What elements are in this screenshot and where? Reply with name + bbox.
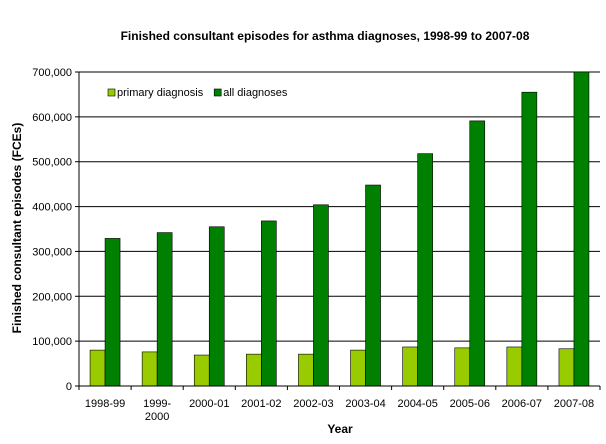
- x-tick-label: 1998-99: [85, 398, 125, 410]
- legend-label: all diagnoses: [223, 87, 288, 99]
- bar-all-diagnoses: [521, 91, 538, 387]
- y-tick-label: 400,000: [32, 202, 72, 214]
- bar-primary-diagnosis: [558, 348, 575, 387]
- y-tick-label: 0: [66, 381, 72, 393]
- legend-swatch: [107, 88, 116, 97]
- bar-primary-diagnosis: [506, 346, 523, 387]
- x-tick-labels: 1998-99 1999-2000 2000-01 2001-02 2002-03 200…: [85, 398, 594, 423]
- chart-title: Finished consultant episodes for asthma …: [121, 29, 530, 43]
- x-tick-label: 1999-2000: [143, 398, 171, 423]
- y-tick-label: 700,000: [32, 67, 72, 79]
- axes: [75, 71, 601, 390]
- bar-all-diagnoses: [208, 226, 225, 387]
- bar-all-diagnoses: [365, 184, 381, 387]
- bar-primary-diagnosis: [454, 347, 471, 387]
- bar-all-diagnoses: [261, 220, 277, 387]
- x-tick-label: 2002-03: [293, 398, 333, 410]
- y-tick-label: 100,000: [32, 336, 72, 348]
- y-tick-label: 600,000: [32, 112, 72, 124]
- x-tick-label: 2003-04: [345, 398, 385, 410]
- x-tick-label: 2000-01: [189, 398, 229, 410]
- bar-all-diagnoses: [573, 71, 590, 387]
- bar-all-diagnoses: [417, 153, 433, 387]
- y-tick-label: 200,000: [32, 291, 72, 303]
- x-axis-title: Year: [327, 422, 353, 436]
- bar-primary-diagnosis: [246, 353, 262, 387]
- bar-all-diagnoses: [104, 238, 121, 387]
- x-tick-label: 2004-05: [397, 398, 437, 410]
- y-tick-label: 300,000: [32, 246, 72, 258]
- bar-primary-diagnosis: [298, 353, 314, 387]
- bar-primary-diagnosis: [402, 346, 418, 387]
- x-tick-label: 2005-06: [450, 398, 490, 410]
- bar-primary-diagnosis: [89, 349, 106, 387]
- bar-all-diagnoses: [156, 232, 173, 387]
- bars: [89, 71, 590, 387]
- y-tick-label: 500,000: [32, 157, 72, 169]
- legend-swatch: [213, 88, 222, 97]
- bar-primary-diagnosis: [350, 349, 366, 387]
- x-tick-label: 2001-02: [241, 398, 281, 410]
- legend-label: primary diagnosis: [117, 87, 204, 99]
- bar-all-diagnoses: [313, 204, 329, 387]
- bar-primary-diagnosis: [141, 351, 158, 387]
- y-axis-title: Finished consultant episodes (FCEs): [10, 123, 24, 334]
- y-tick-labels: 0 100,000 200,000 300,000 400,000 500,000 600,…: [32, 67, 72, 393]
- legend: primary diagnosis all diagnoses: [107, 87, 288, 99]
- x-tick-label: 2006-07: [502, 398, 542, 410]
- bar-primary-diagnosis: [193, 354, 210, 387]
- bar-all-diagnoses: [469, 120, 486, 387]
- x-tick-label: 2007-08: [554, 398, 594, 410]
